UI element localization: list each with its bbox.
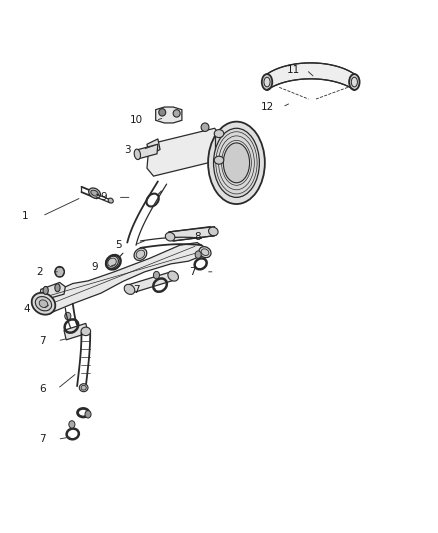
Ellipse shape	[136, 250, 145, 259]
Ellipse shape	[351, 77, 357, 87]
Ellipse shape	[79, 384, 88, 392]
Ellipse shape	[208, 122, 265, 204]
Ellipse shape	[264, 77, 270, 87]
Circle shape	[65, 312, 71, 320]
Text: 8: 8	[194, 232, 201, 243]
Ellipse shape	[108, 258, 116, 266]
Ellipse shape	[201, 123, 209, 132]
Ellipse shape	[214, 156, 224, 164]
Ellipse shape	[199, 247, 211, 257]
Text: 7: 7	[39, 434, 46, 445]
Text: 10: 10	[130, 115, 143, 125]
Circle shape	[85, 410, 91, 418]
Circle shape	[195, 251, 201, 259]
Text: 7: 7	[190, 267, 196, 277]
Ellipse shape	[81, 385, 86, 390]
Ellipse shape	[35, 296, 52, 311]
Ellipse shape	[168, 271, 178, 281]
Polygon shape	[215, 134, 223, 160]
Ellipse shape	[106, 256, 118, 269]
Ellipse shape	[134, 149, 141, 159]
Ellipse shape	[208, 227, 218, 236]
Ellipse shape	[134, 248, 147, 261]
Text: 12: 12	[261, 102, 274, 112]
Polygon shape	[267, 63, 354, 90]
Ellipse shape	[32, 293, 55, 314]
Polygon shape	[169, 227, 215, 241]
Polygon shape	[39, 282, 65, 301]
Polygon shape	[147, 139, 160, 155]
Ellipse shape	[108, 198, 113, 203]
Ellipse shape	[201, 249, 209, 255]
Polygon shape	[147, 128, 221, 176]
Polygon shape	[155, 107, 182, 123]
Ellipse shape	[214, 128, 259, 197]
Ellipse shape	[214, 130, 224, 138]
Polygon shape	[138, 144, 158, 159]
Ellipse shape	[81, 327, 91, 336]
Ellipse shape	[43, 286, 48, 294]
Ellipse shape	[165, 232, 175, 241]
Ellipse shape	[223, 143, 250, 183]
Text: 7: 7	[39, 336, 46, 346]
Text: 5: 5	[115, 240, 122, 250]
Ellipse shape	[55, 266, 64, 277]
Polygon shape	[127, 272, 175, 293]
Ellipse shape	[88, 188, 100, 198]
Text: 4: 4	[24, 304, 30, 314]
Text: 9: 9	[91, 262, 98, 271]
Ellipse shape	[173, 110, 180, 117]
Text: 6: 6	[39, 384, 46, 394]
Ellipse shape	[91, 190, 99, 196]
Ellipse shape	[349, 74, 360, 90]
Circle shape	[69, 421, 75, 428]
Ellipse shape	[159, 109, 166, 116]
Text: 1: 1	[21, 211, 28, 221]
Ellipse shape	[262, 74, 272, 90]
Circle shape	[153, 271, 159, 279]
Polygon shape	[38, 243, 206, 313]
Text: 9: 9	[100, 192, 106, 203]
Ellipse shape	[124, 284, 135, 294]
Text: 2: 2	[37, 267, 43, 277]
Text: 7: 7	[133, 286, 139, 295]
Ellipse shape	[55, 284, 60, 292]
Text: 11: 11	[286, 65, 300, 75]
Polygon shape	[64, 324, 88, 340]
Ellipse shape	[39, 300, 48, 308]
Text: 3: 3	[124, 144, 131, 155]
